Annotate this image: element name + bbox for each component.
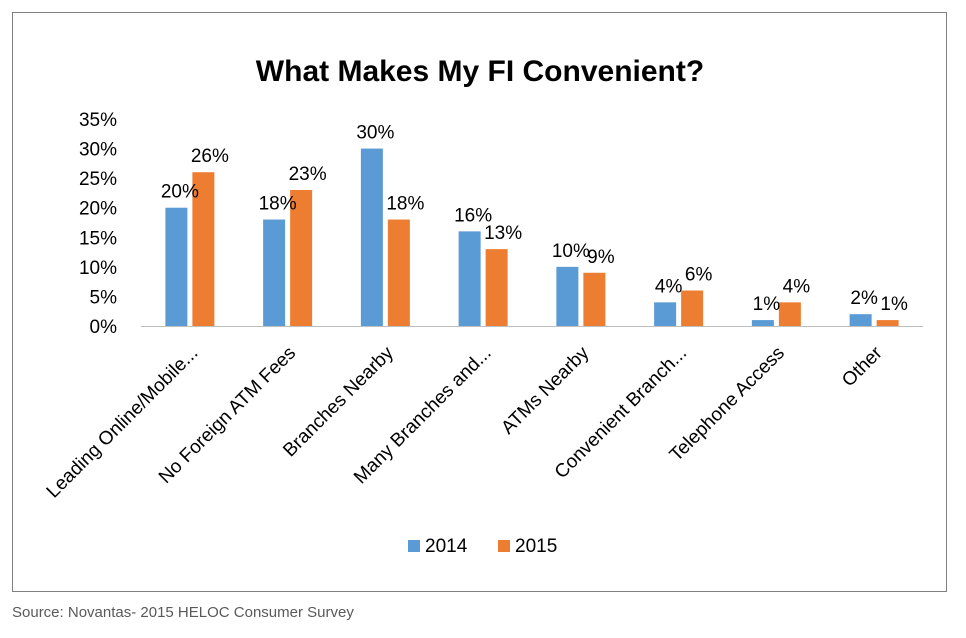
- y-tick-label: 25%: [79, 169, 117, 190]
- bar-2015-3: [485, 249, 508, 326]
- data-label-2015-7: 1%: [880, 294, 908, 315]
- data-label-2014-0: 20%: [161, 182, 199, 203]
- data-label-2015-5: 6%: [685, 265, 713, 286]
- bar-2015-2: [387, 219, 410, 326]
- data-label-2015-6: 4%: [783, 276, 811, 297]
- bar-2015-7: [876, 320, 899, 326]
- y-tick-label: 15%: [79, 228, 117, 249]
- data-label-2015-3: 13%: [484, 223, 522, 244]
- bar-2015-6: [778, 302, 801, 326]
- y-axis: 0% 5% 10% 15% 20% 25% 30% 35%: [79, 110, 117, 338]
- legend-swatch-2015: [498, 540, 510, 552]
- chart-title: What Makes My FI Convenient?: [256, 55, 704, 88]
- data-label-2015-0: 26%: [191, 146, 229, 167]
- y-tick-label: 0%: [90, 317, 118, 338]
- chart-frame: What Makes My FI Convenient? 0% 5% 10% 15% 2…: [12, 12, 947, 592]
- bar-2014-5: [654, 302, 677, 326]
- bar-2014-6: [751, 320, 774, 326]
- data-label-2015-1: 23%: [289, 164, 327, 185]
- x-category-label: ATMs Nearby: [497, 342, 593, 438]
- data-labels: 20%26%18%23%30%18%16%13%10%9%4%6%1%4%2% 1…: [161, 123, 908, 316]
- legend-label-2015: 2015: [515, 536, 557, 557]
- bar-2014-1: [263, 219, 286, 326]
- data-label-2015-2: 18%: [386, 194, 424, 215]
- data-label-2014-4: 10%: [552, 241, 590, 262]
- bar-2014-3: [458, 231, 481, 326]
- y-tick-label: 10%: [79, 258, 117, 279]
- bar-2014-7: [849, 314, 872, 326]
- legend-label-2014: 2014: [425, 536, 468, 557]
- legend-swatch-2014: [408, 540, 420, 552]
- bar-chart: What Makes My FI Convenient? 0% 5% 10% 15% 2…: [43, 55, 923, 557]
- bar-2014-2: [360, 148, 383, 326]
- bar-2015-1: [290, 189, 313, 326]
- legend: 2014 2015: [408, 536, 557, 557]
- y-tick-label: 30%: [79, 140, 117, 161]
- data-label-2014-1: 18%: [259, 194, 297, 215]
- data-label-2014-7: 2%: [850, 288, 878, 309]
- data-label-2015-4: 9%: [587, 247, 615, 268]
- y-tick-label: 5%: [90, 287, 118, 308]
- bar-2014-4: [556, 266, 579, 326]
- bar-2015-4: [583, 272, 606, 326]
- x-category-label: Other: [838, 342, 887, 391]
- source-note: Source: Novantas- 2015 HELOC Consumer Su…: [12, 604, 354, 621]
- bar-2015-5: [681, 290, 704, 326]
- data-label-2014-5: 4%: [655, 276, 683, 297]
- y-tick-label: 20%: [79, 199, 117, 220]
- bar-2015-0: [192, 172, 215, 326]
- data-label-2014-3: 16%: [454, 205, 492, 226]
- data-label-2014-6: 1%: [753, 294, 781, 315]
- x-axis: Leading Online/Mobile...No Foreign ATM F…: [43, 326, 923, 502]
- y-tick-label: 35%: [79, 110, 117, 131]
- data-label-2014-2: 30%: [356, 123, 394, 144]
- bar-2014-0: [165, 207, 188, 326]
- bars: [165, 148, 899, 326]
